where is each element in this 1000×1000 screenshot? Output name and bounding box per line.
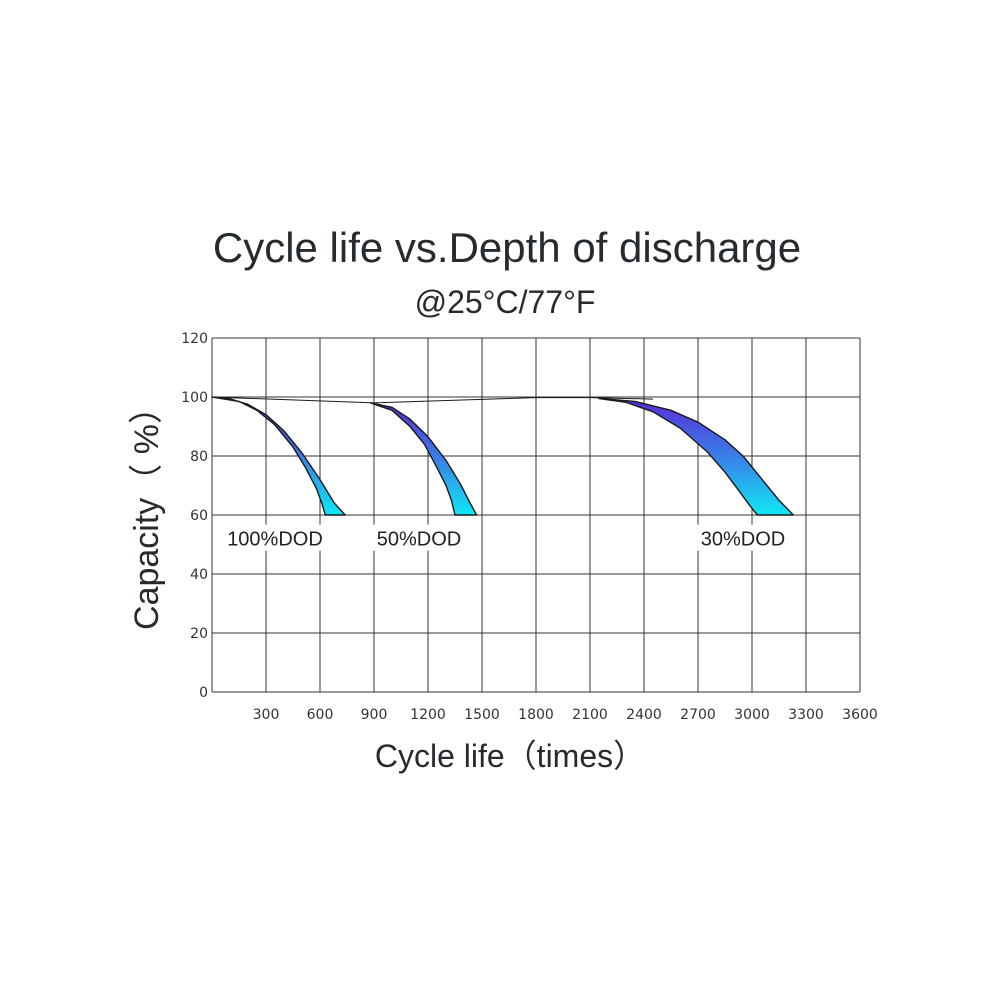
x-tick-label: 2700 (680, 707, 716, 723)
x-tick-label: 3300 (788, 707, 824, 723)
band-label-bg (217, 524, 333, 551)
dod-band (211, 396, 346, 516)
dod-band (369, 402, 478, 516)
band-label: 100%DOD (227, 529, 323, 551)
x-tick-label: 1200 (410, 707, 446, 723)
x-axis-label: Cycle life（times） (375, 738, 645, 774)
x-tick-label: 600 (307, 707, 334, 723)
band-label-bg (361, 524, 477, 551)
y-tick-label: 40 (190, 567, 208, 583)
y-tick-label: 20 (190, 626, 208, 642)
band-labels: 100%DOD 50%DOD 30%DOD (217, 524, 801, 551)
x-tick-label: 1800 (518, 707, 554, 723)
dod-bands (211, 396, 795, 516)
dod-band (598, 397, 795, 516)
y-axis-label: Capacity（ %） (128, 390, 166, 630)
x-tick-label: 900 (361, 707, 388, 723)
x-tick-label: 1500 (464, 707, 500, 723)
y-tick-label: 120 (181, 331, 208, 347)
y-tick-label: 60 (190, 508, 208, 524)
chart-title: Cycle life vs.Depth of discharge (213, 224, 801, 271)
x-tick-label: 2100 (572, 707, 608, 723)
y-tick-label: 80 (190, 449, 208, 465)
y-tick-label: 100 (181, 390, 208, 406)
band-label: 50%DOD (377, 529, 461, 551)
band-label: 30%DOD (701, 529, 785, 551)
x-tick-label: 300 (253, 707, 280, 723)
x-tick-label: 3600 (842, 707, 878, 723)
y-tick-label: 0 (199, 685, 208, 701)
x-tick-label: 2400 (626, 707, 662, 723)
grid (211, 337, 861, 693)
x-tick-label: 3000 (734, 707, 770, 723)
baseline-line (211, 396, 654, 404)
tick-labels: 0 20 40 60 80 100 120 300 600 900 1200 1500 1800 2100… (181, 331, 878, 723)
band-label-bg (685, 524, 801, 551)
baseline-curve (211, 396, 654, 404)
chart-subtitle: @25°C/77°F (415, 284, 596, 320)
